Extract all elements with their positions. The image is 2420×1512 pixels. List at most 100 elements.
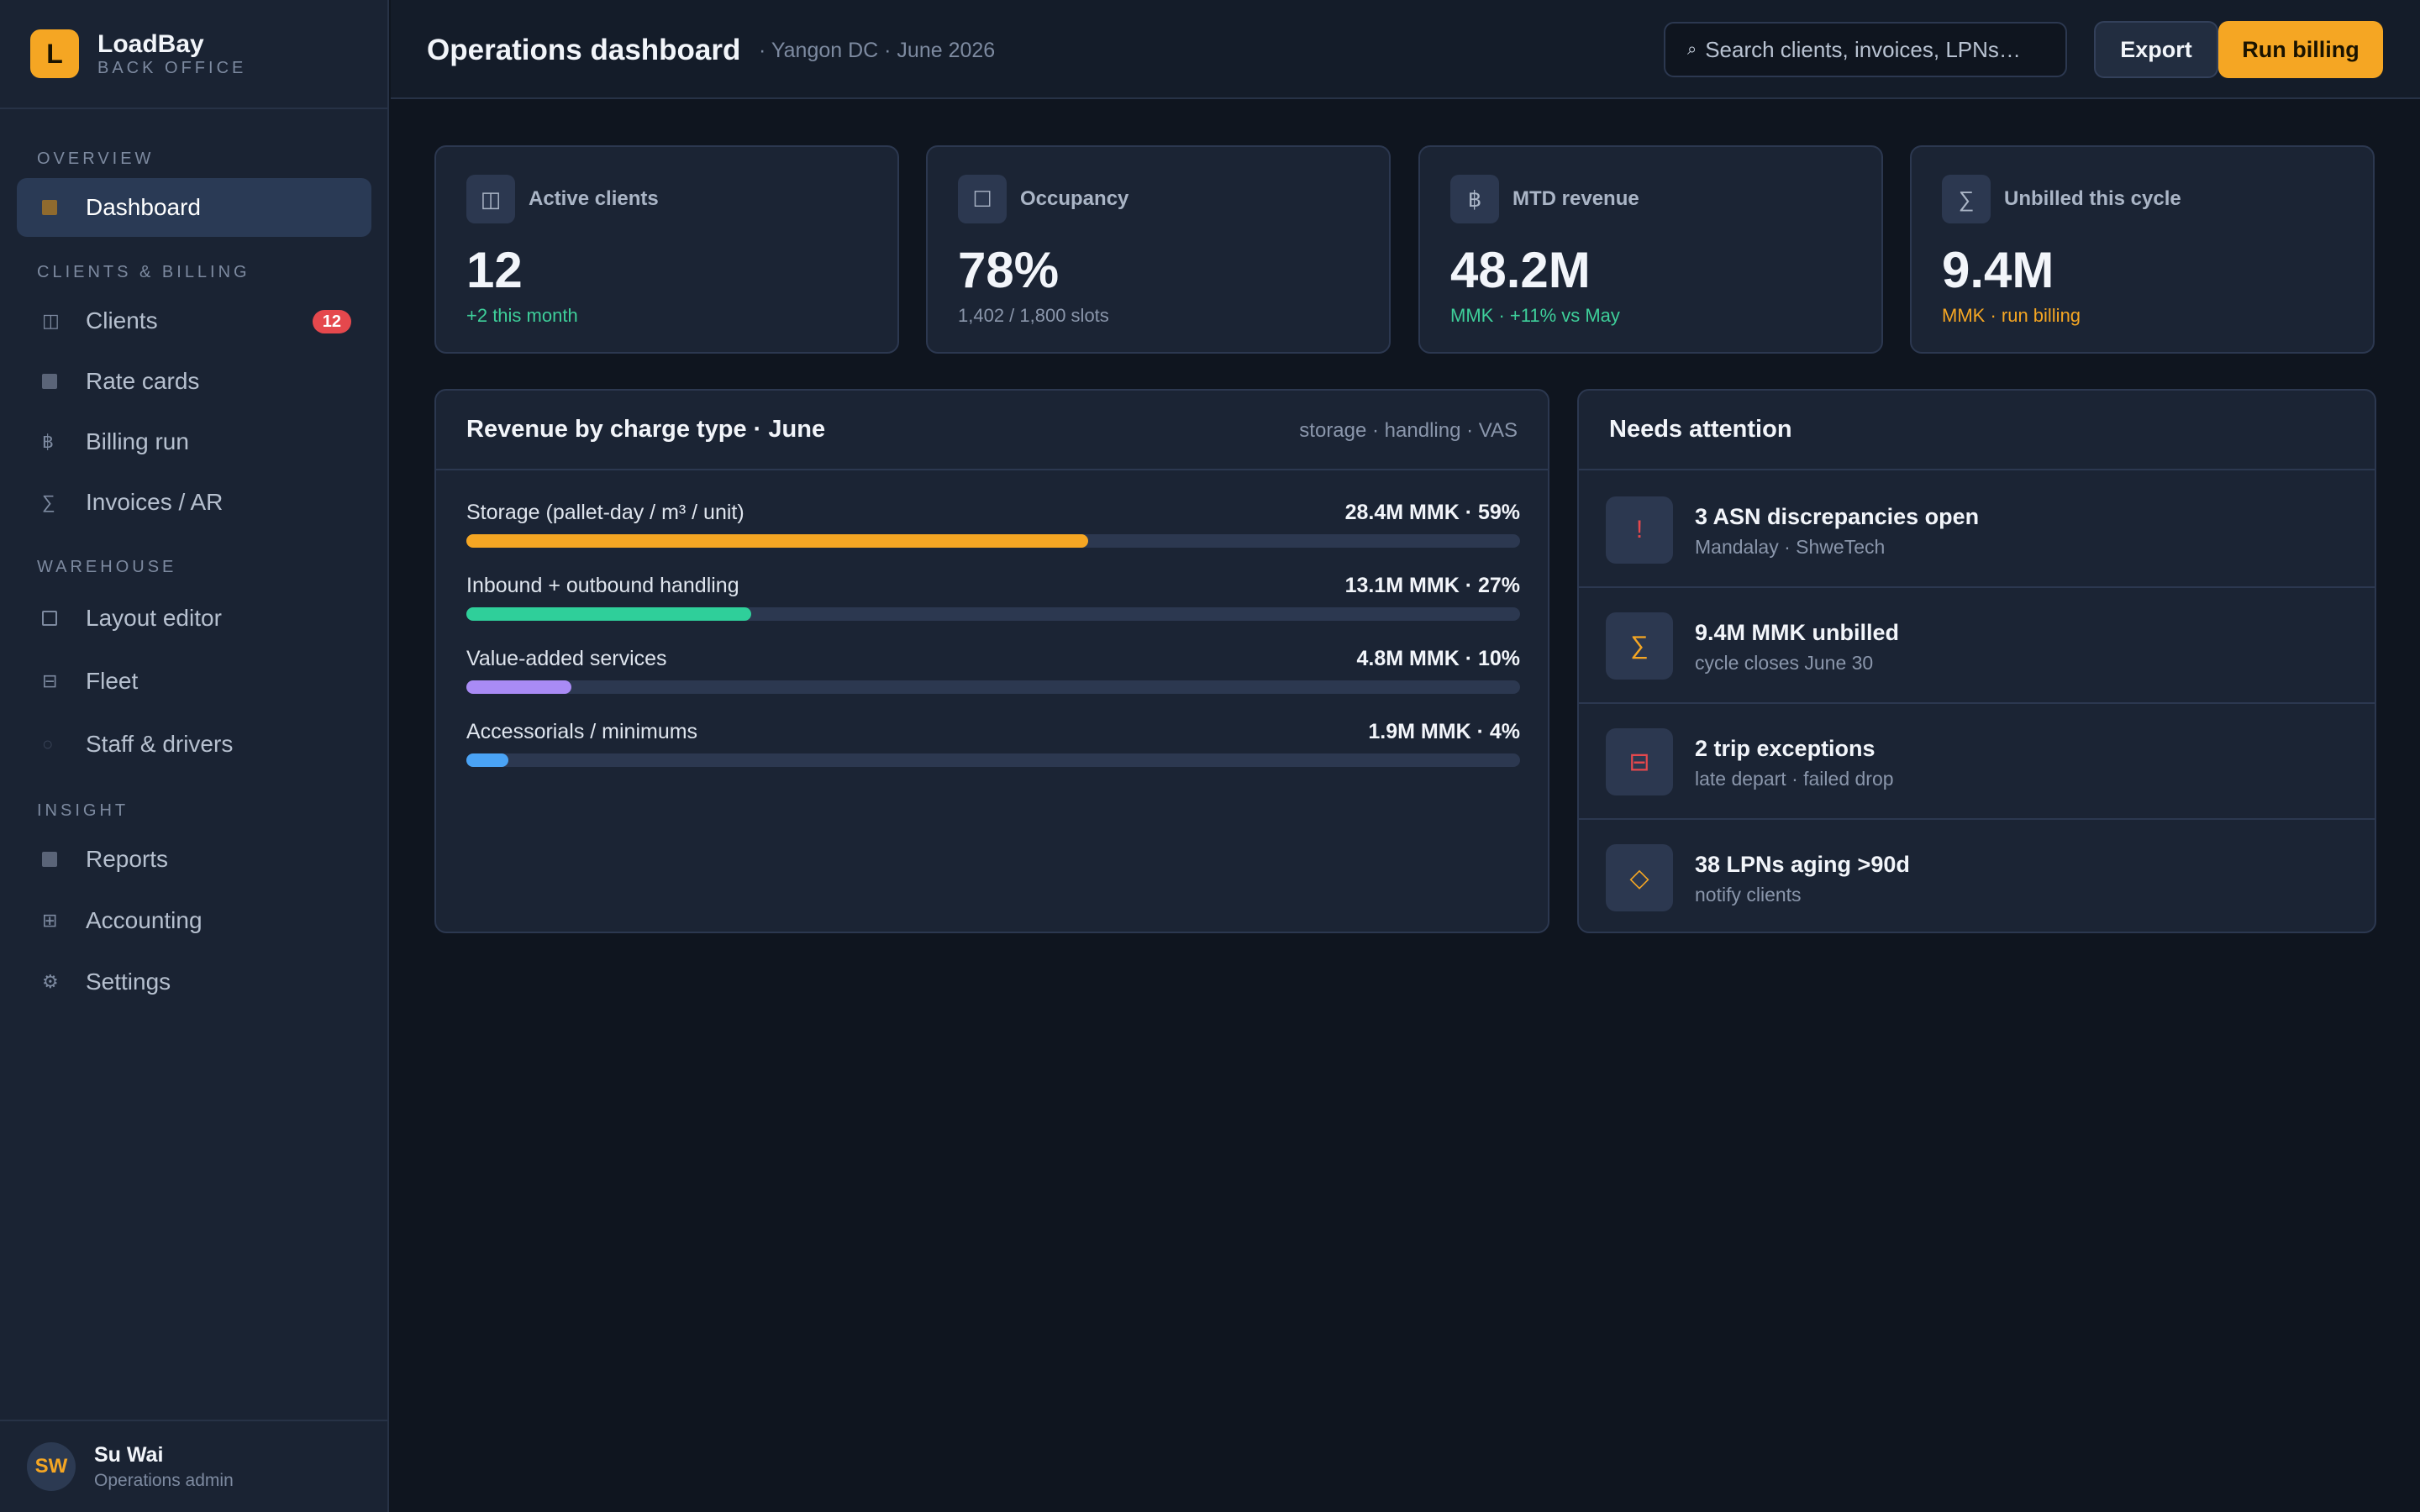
sidebar-item-layout-editor[interactable]: Layout editor [17, 589, 371, 648]
attention-item-sub: late depart · failed drop [1695, 768, 1894, 790]
clients-icon: ◫ [466, 175, 515, 223]
search-input[interactable] [1705, 36, 2042, 63]
revenue-bar-fill [466, 753, 509, 767]
revenue-row-value: 1.9M MMK · 4% [1368, 720, 1520, 743]
attention-item-title: 9.4M MMK unbilled [1695, 620, 1899, 645]
revenue-panel-header: Revenue by charge type · June storage · … [436, 391, 1548, 470]
section-title-warehouse: WAREHOUSE [37, 558, 177, 576]
sidebar-item-label: Invoices / AR [86, 489, 224, 515]
revenue-panel-tag: storage · handling · VAS [1299, 419, 1518, 442]
kpi-value: 48.2M [1450, 242, 1591, 298]
run-billing-button[interactable]: Run billing [2218, 21, 2383, 78]
search-box[interactable]: ⌕ [1664, 22, 2067, 77]
revenue-row-label: Inbound + outbound handling [466, 574, 739, 597]
attention-item-sub: notify clients [1695, 884, 1802, 906]
baht-icon: ฿ [1450, 175, 1499, 223]
brand-subtitle: BACK OFFICE [97, 59, 247, 77]
user-profile[interactable]: SW Su Wai Operations admin [0, 1420, 389, 1512]
revenue-row-value: 4.8M MMK · 10% [1356, 647, 1520, 670]
sidebar-item-label: Rate cards [86, 368, 200, 394]
sidebar-item-dashboard[interactable]: Dashboard [17, 178, 371, 237]
sidebar-item-clients[interactable]: ◫ Clients 12 [17, 291, 371, 350]
revenue-bar-fill [466, 607, 751, 621]
revenue-row-label: Value-added services [466, 647, 667, 670]
dashboard-icon [42, 200, 69, 215]
attention-item-title: 3 ASN discrepancies open [1695, 504, 1980, 529]
sidebar: L LoadBay BACK OFFICE OVERVIEW Dashboard… [0, 0, 389, 1512]
truck-icon: ⊟ [1606, 728, 1673, 795]
layout-icon [42, 611, 69, 626]
sidebar-item-rate-cards[interactable]: Rate cards [17, 352, 371, 411]
reports-icon [42, 852, 69, 867]
accounting-icon: ⊞ [42, 910, 58, 931]
logo-icon: L [30, 29, 79, 78]
attention-item[interactable]: ⊟ 2 trip exceptions late depart · failed… [1579, 704, 2375, 820]
kpi-note: 1,402 / 1,800 slots [958, 305, 1109, 326]
revenue-row: Accessorials / minimums 1.9M MMK · 4% [466, 720, 1520, 770]
revenue-row: Value-added services 4.8M MMK · 10% [466, 647, 1520, 697]
sidebar-item-invoices[interactable]: ∑ Invoices / AR [17, 473, 371, 532]
revenue-bar-track [466, 680, 1520, 694]
revenue-row-value: 13.1M MMK · 27% [1344, 574, 1520, 597]
sidebar-item-label: Clients [86, 307, 158, 333]
kpi-card-active-clients[interactable]: ◫ Active clients 12 +2 this month [434, 145, 899, 354]
section-title-insight: INSIGHT [37, 801, 129, 820]
sidebar-item-accounting[interactable]: ⊞ Accounting [17, 891, 371, 950]
sidebar-item-label: Staff & drivers [86, 731, 234, 757]
revenue-bar-fill [466, 680, 572, 694]
section-title-clients-billing: CLIENTS & BILLING [37, 263, 250, 281]
kpi-card-unbilled[interactable]: ∑ Unbilled this cycle 9.4M MMK · run bil… [1910, 145, 2375, 354]
avatar: SW [27, 1442, 76, 1491]
gear-icon: ⚙ [42, 971, 59, 992]
sigma-icon: ∑ [42, 491, 55, 512]
kpi-value: 78% [958, 242, 1060, 298]
kpi-card-occupancy[interactable]: ☐ Occupancy 78% 1,402 / 1,800 slots [926, 145, 1391, 354]
sidebar-item-settings[interactable]: ⚙ Settings [17, 953, 371, 1011]
attention-item-sub: Mandalay · ShweTech [1695, 536, 1886, 558]
sidebar-item-billing-run[interactable]: ฿ Billing run [17, 412, 371, 471]
kpi-title: Unbilled this cycle [2004, 187, 2181, 210]
brand[interactable]: L LoadBay BACK OFFICE [0, 0, 387, 109]
attention-panel: Needs attention ! 3 ASN discrepancies op… [1577, 389, 2376, 933]
fleet-icon: ⊟ [42, 670, 58, 691]
sidebar-item-label: Reports [86, 846, 169, 872]
rate-cards-icon [42, 374, 69, 389]
diamond-icon: ◇ [1606, 844, 1673, 911]
sidebar-item-label: Accounting [86, 907, 203, 933]
kpi-value: 9.4M [1942, 242, 2054, 298]
clients-count-badge: 12 [312, 310, 351, 333]
attention-item-sub: cycle closes June 30 [1695, 652, 1874, 674]
brand-name: LoadBay [97, 30, 204, 58]
kpi-note: MMK · +11% vs May [1450, 305, 1620, 326]
revenue-bar-track [466, 534, 1520, 548]
attention-item[interactable]: ◇ 38 LPNs aging >90d notify clients [1579, 820, 2375, 936]
sidebar-item-label: Fleet [86, 668, 139, 694]
sidebar-item-label: Dashboard [86, 194, 201, 220]
sidebar-item-reports[interactable]: Reports [17, 830, 371, 889]
kpi-note: MMK · run billing [1942, 305, 2081, 326]
search-icon: ⌕ [1687, 39, 1697, 59]
attention-item[interactable]: ! 3 ASN discrepancies open Mandalay · Sh… [1579, 472, 2375, 588]
user-text: Su Wai Operations admin [94, 1443, 234, 1491]
sidebar-item-staff-drivers[interactable]: ○ Staff & drivers [17, 715, 371, 774]
revenue-panel-title: Revenue by charge type · June [466, 416, 826, 443]
revenue-row-label: Storage (pallet-day / m³ / unit) [466, 501, 744, 524]
kpi-card-mtd-revenue[interactable]: ฿ MTD revenue 48.2M MMK · +11% vs May [1418, 145, 1883, 354]
revenue-bar-track [466, 753, 1520, 767]
sigma-icon: ∑ [1606, 612, 1673, 680]
kpi-note: +2 this month [466, 305, 578, 326]
page-subtitle: · Yangon DC · June 2026 [759, 39, 996, 62]
baht-icon: ฿ [42, 431, 54, 452]
clients-icon: ◫ [42, 310, 60, 331]
sidebar-item-label: Settings [86, 969, 171, 995]
attention-panel-title: Needs attention [1609, 416, 1792, 443]
occupancy-icon: ☐ [958, 175, 1007, 223]
revenue-row-label: Accessorials / minimums [466, 720, 698, 743]
attention-item-title: 38 LPNs aging >90d [1695, 852, 1910, 877]
kpi-title: Active clients [529, 187, 659, 210]
sidebar-item-label: Layout editor [86, 605, 222, 631]
sidebar-item-fleet[interactable]: ⊟ Fleet [17, 652, 371, 711]
attention-item[interactable]: ∑ 9.4M MMK unbilled cycle closes June 30 [1579, 588, 2375, 704]
export-button[interactable]: Export [2094, 21, 2218, 78]
